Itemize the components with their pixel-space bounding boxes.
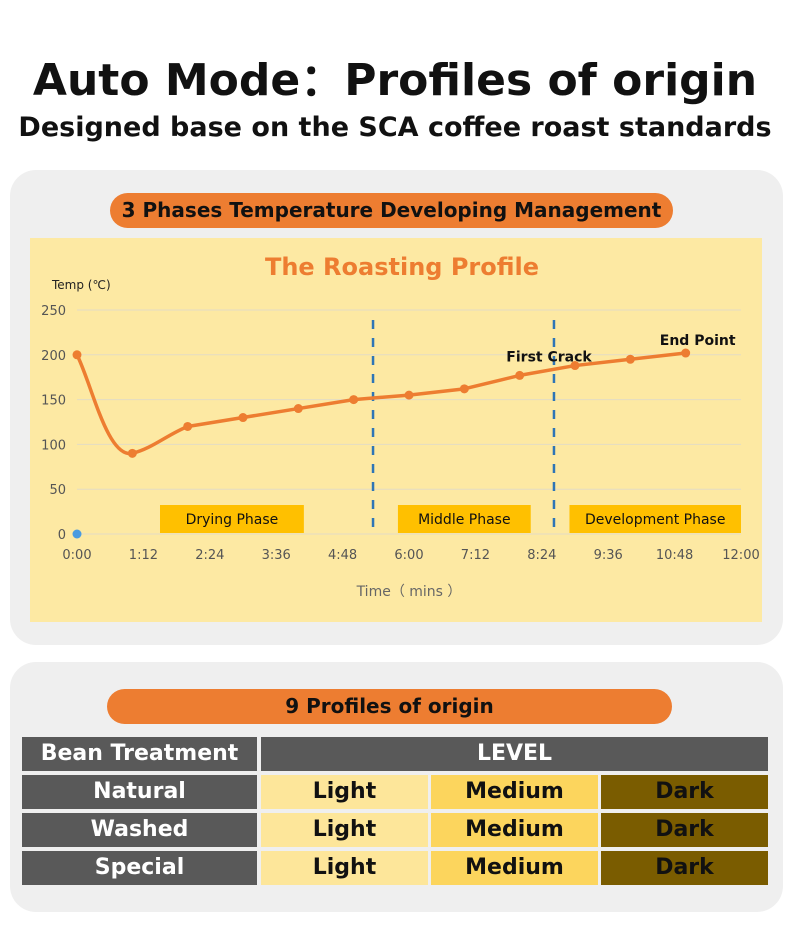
profiles-card: 9 Profiles of origin Bean Treatment LEVE… <box>10 662 783 912</box>
profiles-pill: 9 Profiles of origin <box>107 689 672 724</box>
phase-box <box>397 505 531 533</box>
phases-pill: 3 Phases Temperature Developing Manageme… <box>110 193 673 228</box>
temperature-line <box>75 351 686 456</box>
page-title: Auto Mode：Profiles of origin <box>32 55 758 106</box>
chart-title: The Roasting Profile <box>265 253 539 281</box>
annotation-label: First Crack <box>506 350 592 366</box>
dark-level-cell: Dark <box>601 775 768 809</box>
roasting-chart-svg: The Roasting Profile Temp (℃) Time（ mins ）… <box>41 253 760 600</box>
light-level-cell: Light <box>261 851 428 885</box>
x-tick-label: 9:36 <box>594 548 623 563</box>
y-tick-label: 200 <box>41 349 66 364</box>
x-tick-label: 0:00 <box>62 548 91 563</box>
roasting-profile-card: 3 Phases Temperature Developing Manageme… <box>10 170 783 645</box>
dark-level-cell: Dark <box>601 851 768 885</box>
data-point <box>404 390 414 400</box>
x-tick-label: 6:00 <box>394 548 423 563</box>
y-axis-label: Temp (℃) <box>51 278 111 292</box>
data-point <box>681 348 691 358</box>
x-axis-label: Time（ mins ） <box>356 584 462 600</box>
page-subtitle: Designed base on the SCA coffee roast st… <box>18 112 772 143</box>
phase-box <box>160 505 304 533</box>
y-tick-label: 100 <box>41 438 66 453</box>
x-tick-label: 2:24 <box>195 548 224 563</box>
medium-level-cell: Medium <box>431 851 598 885</box>
y-tick-label: 250 <box>41 304 66 319</box>
data-point <box>515 370 525 380</box>
data-point <box>72 350 82 360</box>
light-level-cell: Light <box>261 813 428 847</box>
phase-box <box>569 505 741 533</box>
phase-label: Middle Phase <box>418 512 511 528</box>
data-point <box>238 413 248 423</box>
data-point <box>127 448 137 458</box>
data-point <box>293 404 303 414</box>
header-bean-treatment: Bean Treatment <box>22 737 257 771</box>
x-tick-label: 3:36 <box>262 548 291 563</box>
y-tick-label: 50 <box>49 483 66 498</box>
phase-label: Drying Phase <box>186 512 279 528</box>
x-tick-label: 7:12 <box>461 548 490 563</box>
phase-label: Development Phase <box>585 512 726 528</box>
origin-marker <box>72 529 82 539</box>
data-point <box>570 361 580 371</box>
medium-level-cell: Medium <box>431 813 598 847</box>
treatment-cell: Natural <box>22 775 257 809</box>
x-tick-label: 4:48 <box>328 548 357 563</box>
medium-level-cell: Medium <box>431 775 598 809</box>
y-tick-label: 150 <box>41 394 66 409</box>
y-tick-label: 0 <box>58 528 66 543</box>
dark-level-cell: Dark <box>601 813 768 847</box>
light-level-cell: Light <box>261 775 428 809</box>
x-tick-label: 1:12 <box>129 548 158 563</box>
x-tick-label: 10:48 <box>656 548 693 563</box>
x-tick-label: 12:00 <box>722 548 759 563</box>
roasting-chart: The Roasting Profile Temp (℃) Time（ mins ）… <box>30 238 762 622</box>
data-point <box>183 421 193 431</box>
annotation-label: End Point <box>660 333 736 349</box>
data-point <box>459 384 469 394</box>
header-level: LEVEL <box>261 737 768 771</box>
treatment-cell: Washed <box>22 813 257 847</box>
treatment-cell: Special <box>22 851 257 885</box>
x-tick-label: 8:24 <box>527 548 556 563</box>
data-point <box>349 395 359 405</box>
data-point <box>625 354 635 364</box>
